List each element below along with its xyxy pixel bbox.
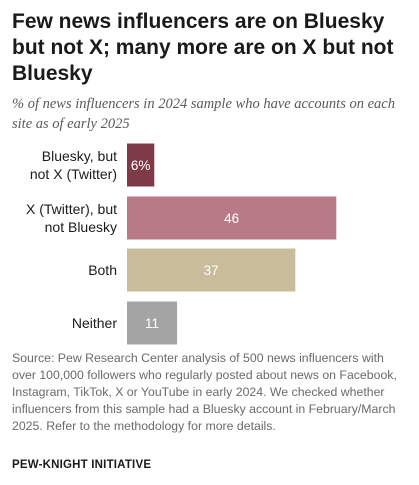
bar [127,301,178,345]
chart-subtitle: % of news influencers in 2024 sample who… [12,96,395,132]
category-label: X (Twitter), but [26,201,117,217]
org-label: PEW-KNIGHT INITIATIVE [12,459,152,471]
source-note: Source: Pew Research Center analysis of … [12,351,397,433]
bar-value-label: 6% [131,158,151,173]
bar [127,196,337,240]
category-label: not Bluesky [45,219,117,235]
category-label: Bluesky, but [42,148,117,164]
bar-value-label: 37 [204,263,219,278]
category-label: Neither [72,315,117,331]
bar-value-label: 46 [224,211,239,226]
bar [127,143,155,187]
category-label: not X (Twitter) [30,166,117,182]
category-label: Both [88,262,117,278]
chart-title: Few news influencers are on Bluesky but … [12,10,394,85]
bar [127,248,296,292]
bar-value-label: 11 [145,316,159,331]
